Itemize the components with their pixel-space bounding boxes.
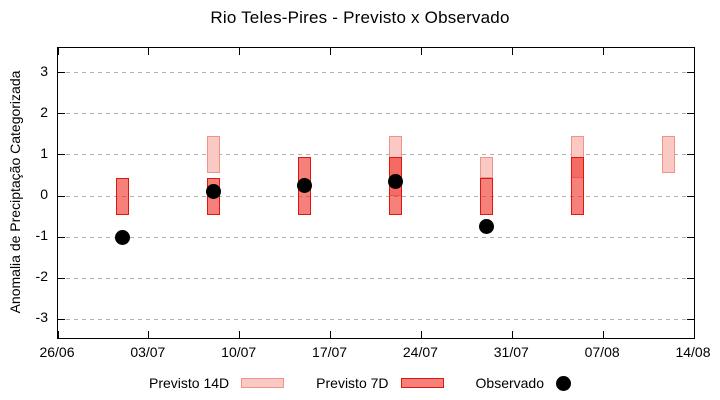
y-tick-left <box>58 113 65 115</box>
legend-swatch-observado-icon <box>556 375 571 391</box>
legend-swatch-previsto-7d-icon <box>400 378 444 388</box>
gridline <box>58 113 694 115</box>
x-tick-label: 24/07 <box>402 344 438 360</box>
y-tick-label: -2 <box>35 268 48 285</box>
previsto-7d-bar <box>116 177 130 215</box>
gridline <box>58 195 694 197</box>
plot-area <box>57 47 695 339</box>
chart-title: Rio Teles-Pires - Previsto x Observado <box>210 8 510 27</box>
x-tick-top <box>330 48 332 55</box>
y-tick-label: 1 <box>40 144 48 161</box>
y-tick-left <box>58 154 65 156</box>
y-tick-left <box>58 318 65 320</box>
y-tick-left <box>58 72 65 74</box>
previsto-7d-bar <box>479 177 493 215</box>
gridline <box>58 236 694 238</box>
y-tick-right <box>687 154 694 156</box>
gridline <box>58 277 694 279</box>
x-tick-bottom <box>693 331 695 338</box>
previsto-14d-bar <box>661 136 675 174</box>
gridline <box>58 72 694 74</box>
x-tick-label: 07/08 <box>584 344 620 360</box>
observado-point <box>478 219 494 235</box>
x-tick-top <box>239 48 241 55</box>
legend-swatch-previsto-14d-icon <box>241 378 285 388</box>
x-tick-label: 31/07 <box>493 344 529 360</box>
previsto-7d-bar <box>570 157 584 215</box>
legend-label-previsto-14d: Previsto 14D <box>149 375 230 391</box>
y-tick-right <box>687 113 694 115</box>
y-tick-label: 0 <box>40 186 48 203</box>
y-tick-right <box>687 236 694 238</box>
y-tick-left <box>58 236 65 238</box>
observado-point <box>206 184 222 200</box>
x-tick-label: 17/07 <box>312 344 348 360</box>
previsto-14d-bar <box>207 136 221 174</box>
x-tick-bottom <box>420 331 422 338</box>
y-tick-left <box>58 195 65 197</box>
observado-point <box>387 174 403 190</box>
x-tick-top <box>602 48 604 55</box>
observado-point <box>115 229 131 245</box>
x-tick-bottom <box>602 331 604 338</box>
y-tick-right <box>687 277 694 279</box>
x-tick-top <box>511 48 513 55</box>
x-tick-top <box>693 48 695 55</box>
legend-label-previsto-7d: Previsto 7D <box>316 375 389 391</box>
y-tick-right <box>687 195 694 197</box>
x-tick-bottom <box>57 331 59 338</box>
y-tick-label: -3 <box>35 309 48 326</box>
legend-item-previsto-14d: Previsto 14D <box>149 375 285 391</box>
legend-item-previsto-7d: Previsto 7D <box>316 375 444 391</box>
x-tick-label: 14/08 <box>675 344 711 360</box>
legend-item-observado: Observado <box>476 375 571 391</box>
y-tick-right <box>687 72 694 74</box>
gridline <box>58 318 694 320</box>
legend-label-observado: Observado <box>475 375 544 391</box>
observado-point <box>297 178 313 194</box>
y-tick-label: 2 <box>40 103 48 120</box>
y-tick-label: 3 <box>40 62 48 79</box>
x-tick-top <box>420 48 422 55</box>
legend: Previsto 14D Previsto 7D Observado <box>0 369 720 397</box>
y-tick-right <box>687 318 694 320</box>
x-tick-label: 10/07 <box>221 344 257 360</box>
x-tick-bottom <box>330 331 332 338</box>
x-tick-bottom <box>239 331 241 338</box>
gridline <box>58 154 694 156</box>
y-tick-label: -1 <box>35 227 48 244</box>
previsto-14d-bar <box>479 157 493 178</box>
x-tick-top <box>57 48 59 55</box>
x-tick-label: 26/06 <box>39 344 75 360</box>
x-tick-bottom <box>511 331 513 338</box>
x-tick-label: 03/07 <box>130 344 166 360</box>
x-tick-bottom <box>148 331 150 338</box>
y-tick-left <box>58 277 65 279</box>
x-tick-top <box>148 48 150 55</box>
